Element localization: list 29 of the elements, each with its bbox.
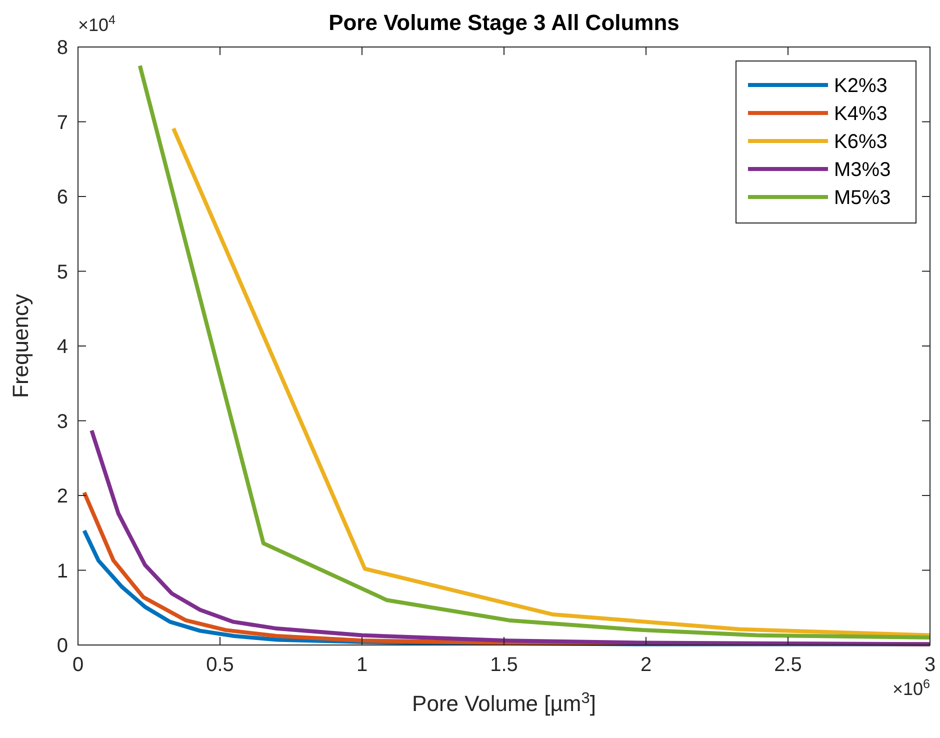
y-axis-title: Frequency [8, 294, 33, 398]
x-axis-title: Pore Volume [µm$^{3}$] [412, 690, 596, 716]
x-tick-label: 2 [640, 654, 652, 676]
legend-label: K6%3 [834, 131, 888, 153]
y-tick-label: 6 [56, 186, 68, 208]
y-tick-label: 8 [56, 37, 68, 59]
chart-title: Pore Volume Stage 3 All Columns [328, 10, 680, 35]
y-tick-label: 2 [56, 486, 68, 508]
y-tick-label: 5 [56, 261, 68, 284]
legend-label: K2%3 [834, 75, 888, 97]
line-series [138, 64, 932, 640]
x-tick-label: 1.5 [490, 654, 518, 676]
line-series [171, 126, 932, 638]
x-tick-label: 0.5 [206, 654, 234, 676]
y-tick-label: 3 [56, 410, 68, 433]
line-series [90, 428, 932, 646]
legend-label: M3%3 [834, 159, 891, 181]
text: ×10$^{4}$ [78, 13, 116, 35]
x-tick-label: 0 [72, 654, 84, 676]
y-tick-label: 7 [56, 112, 68, 134]
y-tick-label: 0 [56, 635, 68, 657]
legend-label: M5%3 [834, 187, 891, 209]
y-tick-label: 1 [56, 560, 68, 582]
x-tick-label: 3 [924, 654, 936, 676]
y-tick-label: 4 [56, 336, 68, 358]
x-tick-label: 1 [356, 654, 368, 676]
text: ×10$^{6}$ [892, 677, 930, 699]
x-tick-label: 2.5 [774, 654, 802, 676]
legend-label: K4%3 [834, 103, 888, 125]
